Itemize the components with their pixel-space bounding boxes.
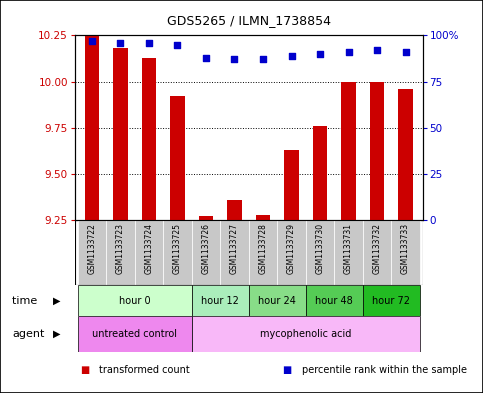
Text: percentile rank within the sample: percentile rank within the sample [302, 365, 467, 375]
Point [173, 41, 181, 48]
Bar [192, 316, 420, 352]
Text: time: time [12, 296, 41, 306]
Bar [370, 81, 384, 220]
Text: ▶: ▶ [53, 296, 61, 306]
Text: GSM1133727: GSM1133727 [230, 223, 239, 274]
Bar [106, 220, 135, 285]
Bar [142, 57, 156, 220]
Bar [192, 220, 220, 285]
Bar [256, 215, 270, 220]
Bar [114, 48, 128, 220]
Point [316, 51, 324, 57]
Text: GSM1133722: GSM1133722 [87, 223, 97, 274]
Bar [78, 220, 106, 285]
Bar [78, 316, 192, 352]
Bar [306, 285, 363, 316]
Bar [277, 220, 306, 285]
Bar [78, 285, 192, 316]
Bar [391, 220, 420, 285]
Text: untreated control: untreated control [92, 329, 177, 339]
Text: hour 24: hour 24 [258, 296, 296, 306]
Point [202, 54, 210, 61]
Point [373, 47, 381, 53]
Bar [306, 220, 334, 285]
Text: hour 72: hour 72 [372, 296, 410, 306]
Text: GSM1133725: GSM1133725 [173, 223, 182, 274]
Text: GSM1133728: GSM1133728 [258, 223, 268, 274]
Bar [363, 220, 391, 285]
Text: ■: ■ [80, 365, 89, 375]
Text: ▶: ▶ [53, 329, 61, 339]
Point [88, 38, 96, 44]
Text: GSM1133726: GSM1133726 [201, 223, 211, 274]
Bar [163, 220, 192, 285]
Text: GSM1133724: GSM1133724 [144, 223, 154, 274]
Point [230, 56, 238, 62]
Point [402, 49, 410, 55]
Point [288, 53, 296, 59]
Text: ■: ■ [283, 365, 292, 375]
Bar [249, 220, 277, 285]
Bar [135, 220, 163, 285]
Bar [249, 285, 306, 316]
Text: agent: agent [12, 329, 44, 339]
Bar [170, 96, 185, 220]
Bar [85, 35, 99, 220]
Text: GSM1133732: GSM1133732 [372, 223, 382, 274]
Text: mycophenolic acid: mycophenolic acid [260, 329, 352, 339]
Text: hour 12: hour 12 [201, 296, 239, 306]
Bar [199, 217, 213, 220]
Text: GSM1133733: GSM1133733 [401, 223, 410, 274]
Bar [227, 200, 242, 220]
Text: hour 48: hour 48 [315, 296, 353, 306]
Bar [284, 150, 298, 220]
Bar [192, 285, 249, 316]
Bar [363, 285, 420, 316]
Point [116, 40, 124, 46]
Text: GSM1133730: GSM1133730 [315, 223, 325, 274]
Text: GSM1133729: GSM1133729 [287, 223, 296, 274]
Point [145, 40, 153, 46]
Text: transformed count: transformed count [99, 365, 190, 375]
Point [345, 49, 353, 55]
Bar [341, 81, 355, 220]
Text: GDS5265 / ILMN_1738854: GDS5265 / ILMN_1738854 [167, 15, 331, 28]
Bar [313, 126, 327, 220]
Text: GSM1133723: GSM1133723 [116, 223, 125, 274]
Bar [334, 220, 363, 285]
Point [259, 56, 267, 62]
Bar [398, 89, 412, 220]
Bar [220, 220, 249, 285]
Text: GSM1133731: GSM1133731 [344, 223, 353, 274]
Text: hour 0: hour 0 [119, 296, 151, 306]
